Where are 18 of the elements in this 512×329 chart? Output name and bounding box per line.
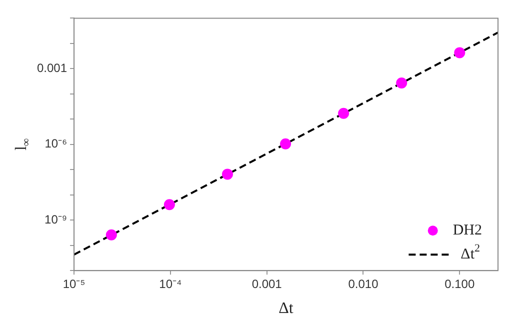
y-tick-label: 10⁻⁶ bbox=[44, 136, 68, 151]
x-tick-label: 10⁻⁴ bbox=[159, 277, 182, 292]
y-axis-title: l∞ bbox=[13, 138, 33, 151]
point bbox=[164, 199, 175, 210]
x-axis-title: Δt bbox=[278, 300, 294, 318]
point bbox=[222, 168, 233, 180]
point bbox=[454, 47, 466, 58]
y-tick-label: 10⁻⁹ bbox=[44, 212, 68, 226]
x-tick-label: 0.010 bbox=[348, 277, 379, 292]
x-tick-label: 10⁻⁵ bbox=[62, 277, 86, 292]
x-tick-label: 0.001 bbox=[252, 277, 282, 292]
point bbox=[396, 78, 408, 89]
point bbox=[106, 229, 117, 240]
x-tick-label: 0.100 bbox=[444, 277, 475, 292]
point bbox=[280, 138, 292, 150]
y-tick-label: 0.001 bbox=[37, 60, 68, 75]
point bbox=[338, 108, 350, 119]
legend-label: DH2 bbox=[452, 222, 482, 239]
